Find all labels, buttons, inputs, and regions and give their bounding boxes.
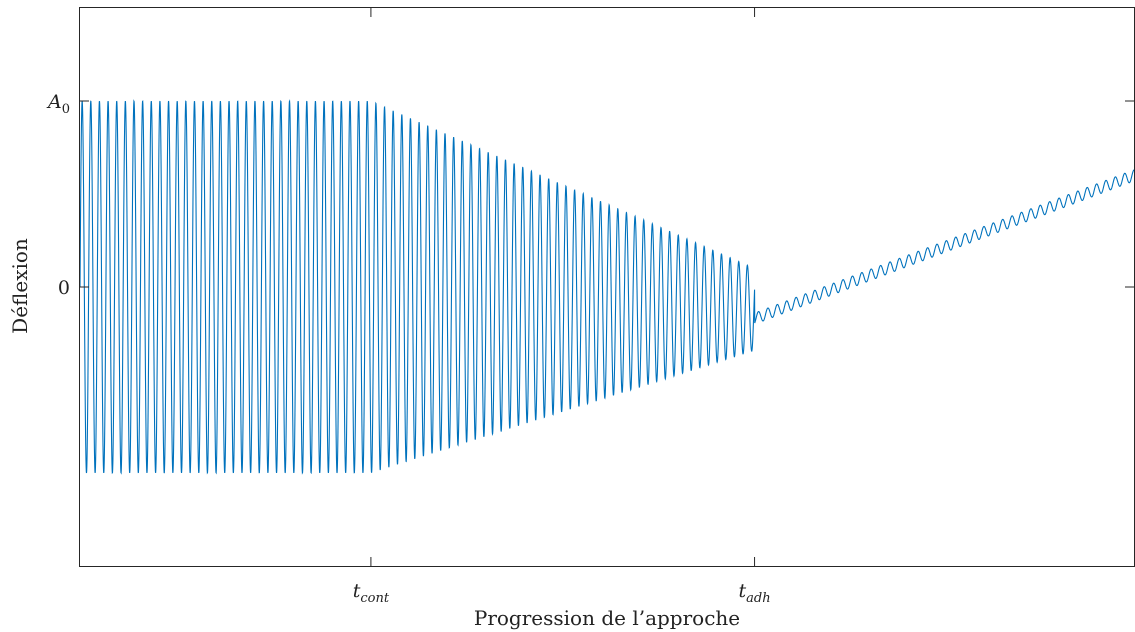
plot-area: [79, 99, 1135, 475]
x-tick-label: tadh: [739, 580, 771, 606]
x-tick-label: tcont: [353, 580, 390, 606]
deflection-line: [79, 99, 1135, 475]
y-tick-label: 0: [58, 277, 70, 299]
ticks: tcont tadh 0 A0: [46, 8, 1134, 606]
x-axis-label: Progression de l’approche: [474, 606, 740, 630]
y-tick-label: A0: [46, 91, 70, 117]
y-axis-label: Déflexion: [8, 238, 32, 334]
